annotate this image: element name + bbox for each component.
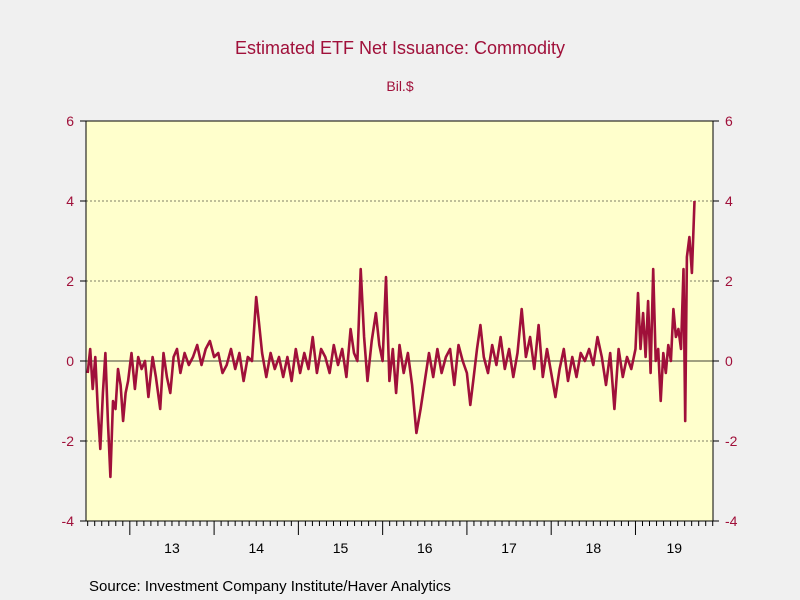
- x-tick-label: 19: [666, 540, 682, 556]
- chart-subtitle: Bil.$: [386, 78, 414, 94]
- chart-title: Estimated ETF Net Issuance: Commodity: [234, 38, 566, 58]
- series-line-commodity: [86, 200, 696, 479]
- axis-ticks: [80, 120, 719, 535]
- y-tick-label-left: -4: [62, 513, 75, 529]
- x-tick-label: 17: [501, 540, 517, 556]
- x-tick-label: 13: [164, 540, 180, 556]
- y-tick-label-right: 0: [725, 353, 733, 369]
- plot-background: [85, 120, 714, 522]
- y-tick-label-left: 2: [66, 273, 74, 289]
- y-tick-label-right: 4: [725, 193, 733, 209]
- y-tick-label-right: 2: [725, 273, 733, 289]
- x-tick-label: 16: [417, 540, 433, 556]
- y-tick-label-right: 6: [725, 113, 733, 129]
- y-tick-label-right: -4: [725, 513, 738, 529]
- y-tick-label-left: 0: [66, 353, 74, 369]
- source-note: Source: Investment Company Institute/Hav…: [89, 578, 451, 595]
- x-tick-label: 14: [248, 540, 264, 556]
- x-tick-label: 15: [333, 540, 349, 556]
- axis-labels: -4 -4 -2 -2 0 0 2 2 4 4 6 6 13 14 15 16 17 18 19: [62, 113, 738, 556]
- x-tick-label: 18: [586, 540, 602, 556]
- y-tick-label-left: 6: [66, 113, 74, 129]
- y-tick-label-left: -2: [62, 433, 75, 449]
- y-tick-label-right: -2: [725, 433, 738, 449]
- y-tick-label-left: 4: [66, 193, 74, 209]
